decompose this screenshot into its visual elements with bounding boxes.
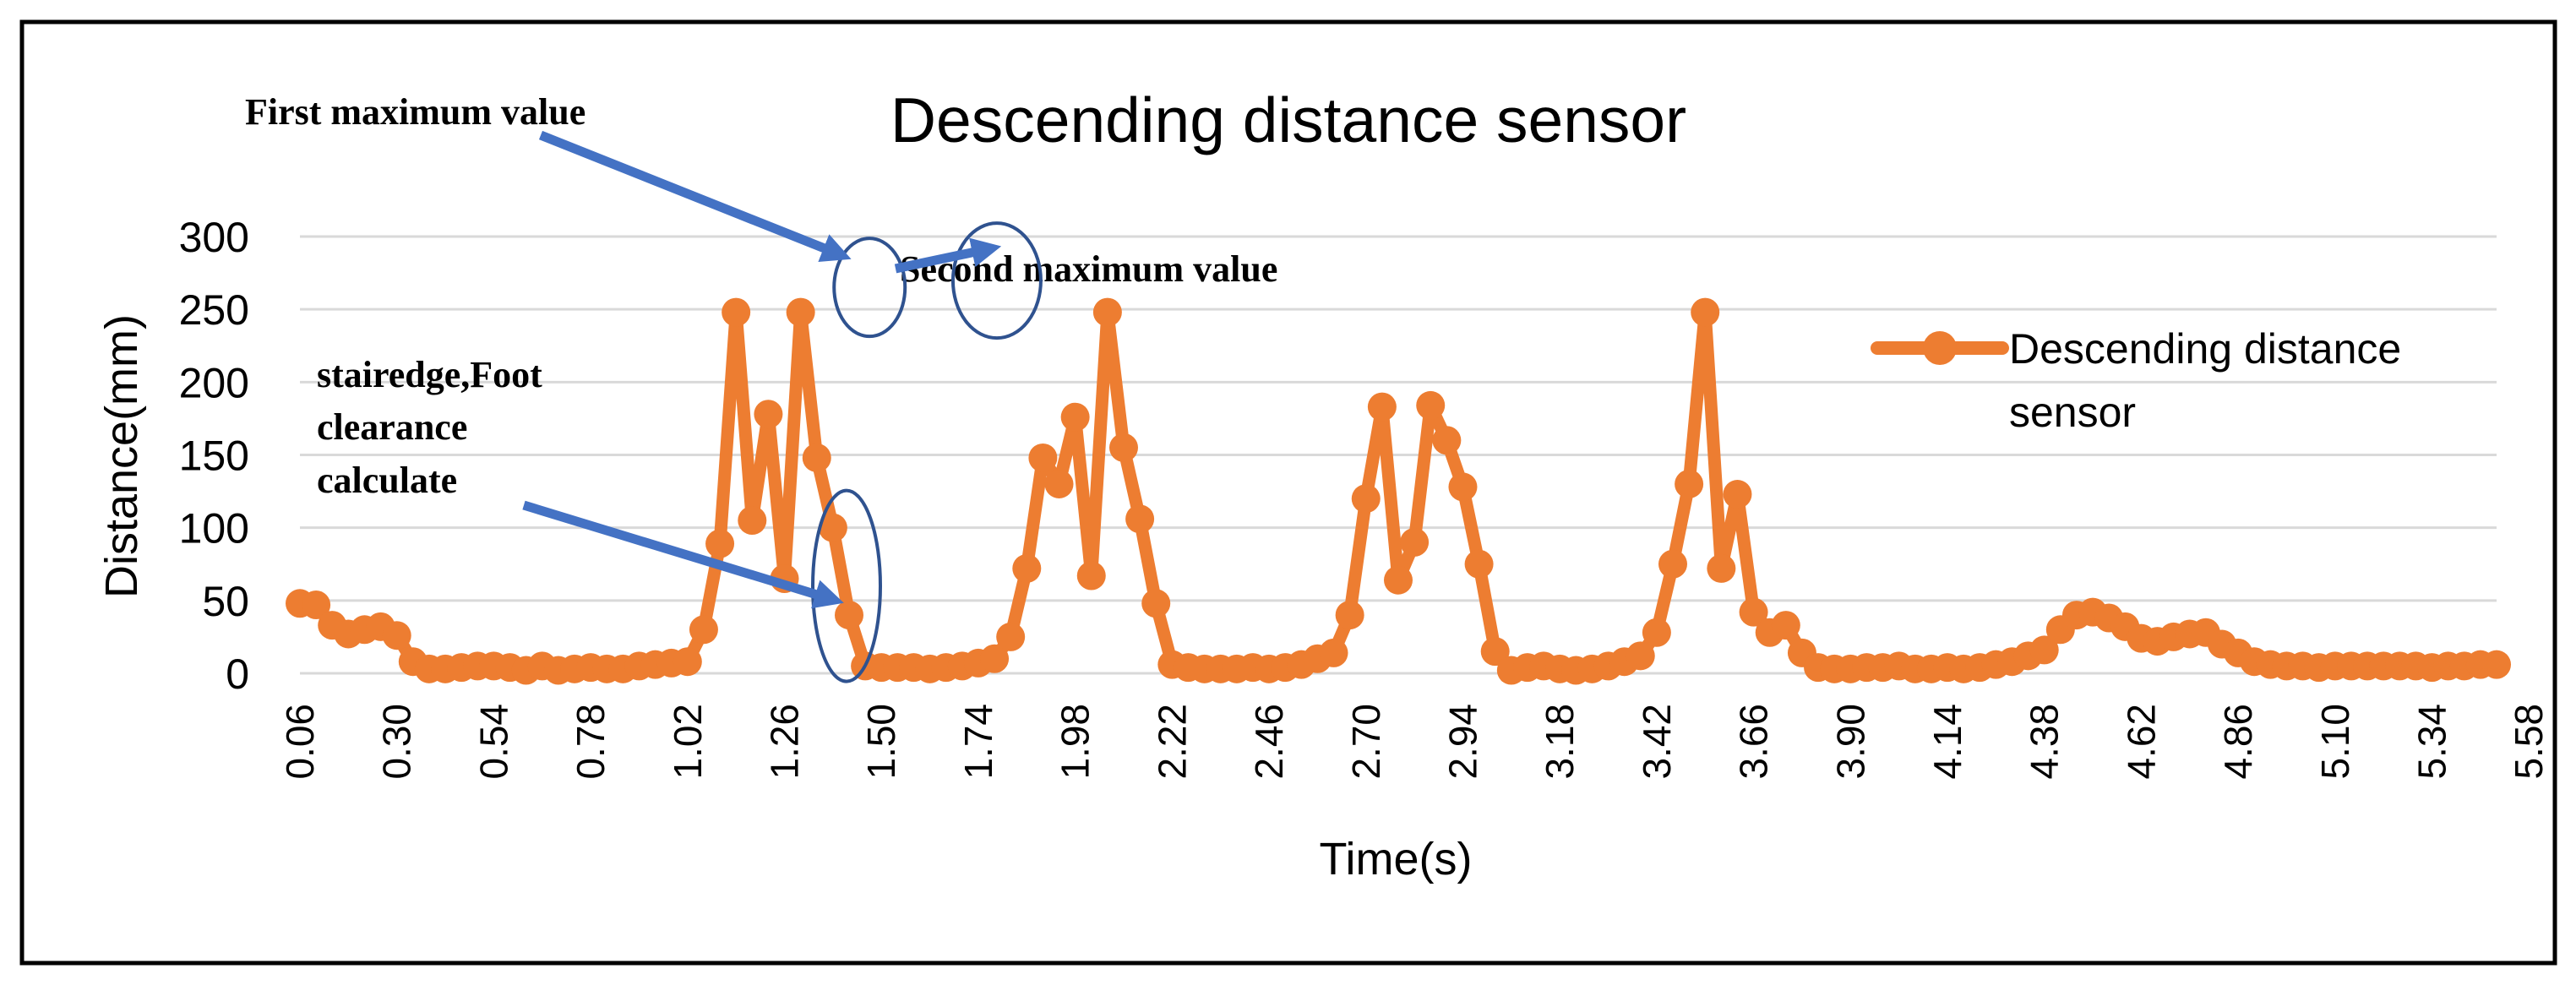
data-point [722,297,751,327]
annotation-stair-edge-line1: stairedge,Foot [317,354,542,395]
legend-label-line1: Descending distance [2009,325,2401,373]
data-point [1076,561,1106,591]
y-tick-labels: 0 50 100 150 200 250 300 [179,214,249,698]
data-point [1707,553,1736,583]
x-tick-label: 5.58 [2507,704,2551,780]
x-tick-label: 1.50 [859,704,903,780]
data-point [1141,589,1171,618]
x-tick-label: 2.46 [1247,704,1291,780]
annotation-first-max: First maximum value [245,91,585,133]
data-point [1044,469,1074,498]
data-point [1367,392,1397,422]
legend: Descending distance sensor [1871,325,2401,436]
data-point [802,443,831,472]
data-point [738,506,767,536]
second-max-circle [950,221,1043,340]
data-point [1642,618,1671,647]
stair-edge-arrow [522,500,844,609]
chart-title: Descending distance sensor [890,84,1686,155]
data-point [1464,549,1494,579]
data-point [1335,601,1364,630]
x-tick-label: 0.30 [375,704,419,780]
data-point [2029,635,2059,665]
x-tick-label: 1.26 [763,704,807,780]
x-tick-label: 3.18 [1538,704,1582,780]
data-point [980,644,1010,673]
data-point [1028,443,1058,472]
data-point [382,621,411,650]
data-point [1060,402,1090,432]
chart-frame [19,19,2557,966]
x-tick-label: 2.22 [1150,704,1194,780]
data-point [1658,549,1687,579]
data-point [302,591,331,620]
x-axis-label: Time(s) [1320,834,1473,884]
x-tick-label: 0.78 [569,704,613,780]
x-tick-label: 1.98 [1054,704,1097,780]
data-point [1384,565,1413,595]
x-tick-label: 4.14 [1925,704,1969,780]
x-tick-label: 4.86 [2216,704,2260,780]
x-tick-label: 5.10 [2313,704,2357,780]
x-tick-label: 1.74 [956,704,1000,780]
data-point [673,647,702,677]
y-tick-label: 150 [179,433,249,480]
data-point [1109,433,1138,462]
data-point [1416,390,1446,420]
x-tick-label: 1.02 [666,704,710,780]
data-point [2482,650,2511,679]
y-tick-label: 300 [179,214,249,261]
legend-label-line2: sensor [2009,389,2136,436]
y-tick-label: 250 [179,286,249,334]
x-tick-label: 3.42 [1635,704,1679,780]
annotation-stair-edge-line2: clearance [317,406,467,448]
data-point [689,615,718,645]
x-tick-label: 5.34 [2410,704,2454,780]
annotation-stair-edge-line3: calculate [317,460,457,501]
first-max-arrow [538,130,852,262]
data-point [754,400,783,429]
data-point [1771,611,1800,640]
x-tick-label: 4.62 [2119,704,2163,780]
x-tick-label: 3.66 [1732,704,1776,780]
y-tick-label: 0 [226,650,249,698]
data-point [705,529,735,558]
data-point [1319,638,1348,667]
data-point [1480,637,1510,667]
data-point [1012,553,1042,583]
annotations: First maximum value Second maximum value… [245,91,1277,683]
x-tick-label: 0.54 [471,704,515,780]
data-point [996,622,1026,651]
data-point [818,513,847,542]
data-point [1125,504,1155,534]
data-point [1626,641,1655,671]
data-point [835,601,863,630]
data-point [1675,469,1704,498]
y-tick-label: 50 [202,578,249,625]
data-point [1432,426,1462,455]
data-point [1351,484,1381,514]
data-point [786,297,815,327]
data-point [1723,480,1752,509]
y-axis-label: Distance(mm) [96,314,147,598]
data-point [1739,597,1768,627]
x-tick-label: 0.06 [278,704,322,780]
x-tick-label: 4.38 [2023,704,2067,780]
data-point [1400,527,1430,557]
first-max-circle [832,237,907,339]
legend-marker [1923,331,1957,365]
data-point [1448,472,1478,502]
x-tick-label: 2.94 [1440,704,1484,780]
y-tick-label: 200 [179,359,249,406]
x-tick-label: 3.90 [1828,704,1872,780]
second-max-arrow [894,237,1002,274]
y-tick-label: 100 [179,505,249,552]
x-tick-label: 2.70 [1344,704,1388,780]
x-tick-labels: 0.06 0.30 0.54 0.78 1.02 1.26 1.50 1.74 1.98 2.22… [278,704,2551,780]
data-point [1092,297,1122,327]
series-descending-distance [286,297,2511,685]
data-point [1691,297,1720,327]
